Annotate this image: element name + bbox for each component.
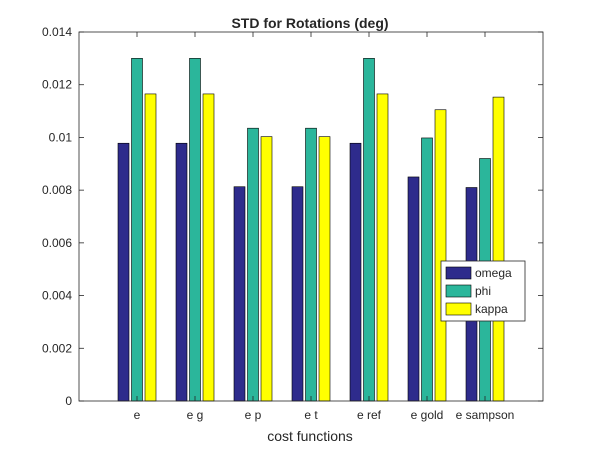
x-tick-label: e sampson [456, 408, 515, 422]
bar-omega-e [117, 142, 130, 402]
axes-group: 0 0.002 0.004 0.006 0.008 0.01 0.012 0.014 e e g e… [42, 25, 544, 422]
bar-omega-e-t [291, 186, 304, 402]
bar-phi-e-p [247, 127, 259, 402]
bar-phi-e-gold [421, 137, 433, 402]
legend-label-omega: omega [475, 266, 512, 280]
bar-phi-e-g [189, 58, 201, 402]
bar-omega-e-g [175, 142, 188, 402]
bar-kappa-e [144, 93, 157, 402]
x-axis-label: cost functions [267, 428, 353, 444]
bar-kappa-e-g [202, 93, 215, 402]
bar-kappa-e-p [260, 136, 273, 402]
y-tick-label: 0 [65, 394, 72, 408]
legend: omega phi kappa [440, 260, 526, 322]
bar-omega-e-gold [407, 176, 420, 402]
bar-kappa-e-gold [434, 109, 447, 402]
bar-kappa-e-t [318, 136, 331, 402]
y-tick-label: 0.01 [49, 130, 73, 144]
bar-phi-e-ref [363, 58, 375, 402]
y-tick-label: 0.004 [42, 289, 72, 303]
y-tick-label: 0.008 [42, 183, 72, 197]
bar-omega-e-p [233, 186, 246, 402]
x-tick-label: e t [304, 408, 318, 422]
legend-label-kappa: kappa [475, 302, 508, 316]
legend-swatch-omega [445, 266, 472, 280]
y-tick-label: 0.012 [42, 78, 72, 92]
chart-title: STD for Rotations (deg) [231, 15, 388, 31]
x-tick-label: e gold [411, 408, 444, 422]
legend-swatch-phi [445, 284, 472, 298]
legend-label-phi: phi [475, 284, 491, 298]
legend-swatch-kappa [445, 302, 472, 316]
bar-omega-e-ref [349, 142, 362, 402]
y-tick-label: 0.006 [42, 236, 72, 250]
x-tick-label: e p [245, 408, 262, 422]
x-tick-label: e ref [357, 408, 382, 422]
bar-phi-e-t [305, 127, 317, 402]
bar-kappa-e-sampson [492, 96, 505, 402]
bar-kappa-e-ref [376, 93, 389, 402]
y-tick-label: 0.014 [42, 25, 72, 39]
y-tick-label: 0.002 [42, 341, 72, 355]
x-tick-label: e g [187, 408, 204, 422]
bar-phi-e [131, 58, 143, 402]
x-tick-label: e [134, 408, 141, 422]
